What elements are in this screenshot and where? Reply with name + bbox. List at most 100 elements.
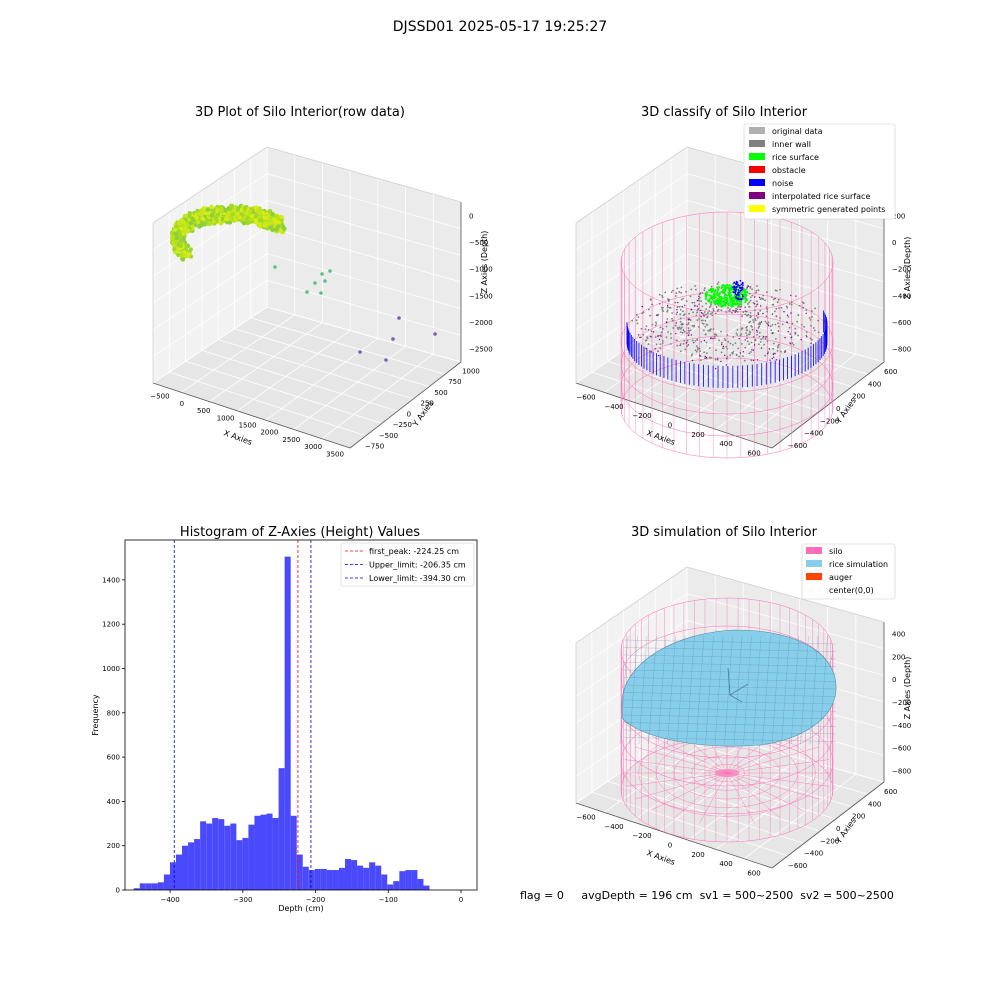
original-point [715,334,718,337]
y-tick-label: 600 [884,368,897,376]
original-point [672,319,674,322]
original-point [682,297,684,300]
silo-floor-ring [709,764,745,782]
original-point [701,291,704,294]
noise-point [741,282,744,285]
original-point [777,325,780,328]
histogram-bar [411,870,418,890]
panel4-simulation-surface [619,597,837,843]
original-point [696,309,699,312]
original-point [651,323,654,326]
box-edge [152,146,268,224]
surface-mesh-line [676,635,686,745]
original-point [698,318,701,320]
interpolated-point [769,359,771,361]
surface-mesh-line [623,662,837,667]
original-point [665,325,668,328]
original-point [755,305,757,308]
original-point [720,330,722,333]
raw-point [241,221,247,226]
floor-grid-line [659,750,772,832]
y-tick-label: −400 [804,430,823,438]
interpolated-point [753,344,756,346]
original-point [661,342,664,344]
original-point [658,293,661,296]
raw-point [270,212,275,217]
original-point [686,323,689,326]
surface-mesh-line [623,722,837,727]
original-point [654,336,657,338]
original-point [640,327,643,330]
interpolated-point [772,353,775,356]
interpolated-point [767,352,769,355]
rice-surface-point [720,297,723,300]
noise-point [734,293,737,295]
original-point [647,343,650,346]
box-edge [575,146,688,224]
original-point [649,314,651,317]
raw-point [205,207,210,212]
interpolated-point [741,315,743,317]
floor-pane [576,307,884,448]
panel1-point-cloud [169,203,437,362]
original-point [649,299,652,301]
noise-point [732,288,735,291]
interpolated-point [658,338,661,341]
original-point [701,305,704,308]
original-point [725,311,728,313]
noise-point [741,294,744,296]
raw-point [397,316,401,320]
raw-point [186,251,191,256]
rice-surface-point [714,303,717,306]
original-point [771,296,773,298]
rice-surface-point [723,296,726,299]
interpolated-point [787,331,789,333]
x-tick-label: 0 [459,896,463,904]
floor-grid-line [743,773,857,860]
interpolated-point [784,336,786,339]
rice-surface-point [704,293,707,296]
interpolated-point [771,313,774,315]
raw-point [178,234,183,240]
original-point [717,308,720,311]
histogram-bar [175,854,183,890]
histogram-bar [182,845,189,890]
rice-surface-point [722,284,725,287]
raw-point [323,279,327,283]
original-point [797,334,799,337]
z-tick-label: 0 [469,212,473,220]
surface-mesh-line [762,635,771,745]
noise-point [740,298,742,301]
original-point [791,342,794,344]
noise-point [732,291,735,294]
original-point [794,327,797,330]
original-point [710,303,712,306]
wall-grid-line [152,253,268,330]
wall-grid-line [266,306,462,363]
original-point [686,332,688,335]
interpolated-point [771,357,773,360]
interpolated-point [742,351,744,353]
panel2-legend: original data inner wall rice surface obsta… [743,123,896,220]
footer-flag: flag = 0 [520,889,564,902]
legend-swatch [806,560,822,567]
raw-point [180,257,186,262]
legend-swatch [749,179,765,186]
wall-grid-line [686,279,885,336]
wall-grid-line [575,226,688,304]
interpolated-point [806,336,808,338]
histogram-bar [320,868,327,890]
histogram-bar [369,862,376,890]
original-point [732,344,734,346]
original-point [727,307,729,309]
y-tick-label: 0 [836,405,840,413]
x-tick-label: −400 [604,403,623,411]
interpolated-point [774,352,776,355]
original-point [745,310,748,313]
rice-surface-point [711,298,714,301]
interpolated-point [679,344,681,347]
rice-surface-point [728,284,731,287]
original-point [767,351,769,354]
rice-surface-point [724,304,727,307]
original-point [772,298,775,301]
